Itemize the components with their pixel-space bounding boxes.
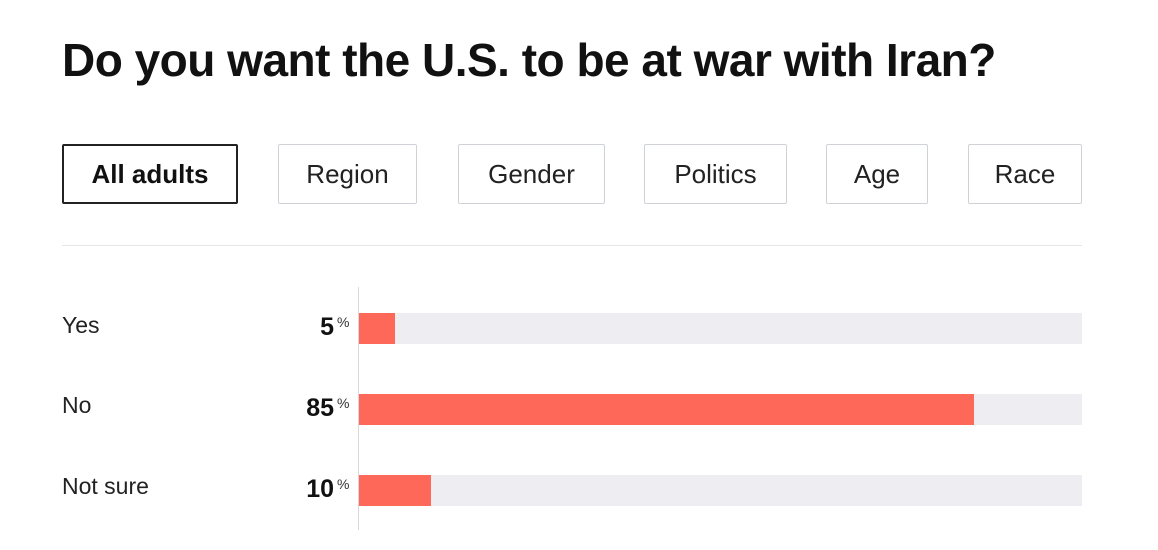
page-title: Do you want the U.S. to be at war with I…: [62, 34, 996, 86]
bar-track-yes: [359, 313, 1082, 344]
tab-gender[interactable]: Gender: [458, 144, 605, 204]
bar-track-no: [359, 394, 1082, 425]
bar-no: [359, 394, 974, 425]
chart-axis-line: [358, 287, 359, 530]
tab-age[interactable]: Age: [826, 144, 928, 204]
bar-label-not-sure: Not sure: [62, 473, 149, 499]
bar-track-not-sure: [359, 475, 1082, 506]
tab-region[interactable]: Region: [278, 144, 417, 204]
bar-label-yes: Yes: [62, 312, 100, 338]
bar-unit-not-sure: %: [337, 476, 350, 492]
bar-value-no: 85: [306, 394, 334, 422]
tab-race[interactable]: Race: [968, 144, 1082, 204]
tab-all-adults[interactable]: All adults: [62, 144, 238, 204]
bar-value-yes: 5: [320, 313, 334, 341]
tab-politics[interactable]: Politics: [644, 144, 787, 204]
bar-not-sure: [359, 475, 431, 506]
bar-value-not-sure: 10: [306, 475, 334, 503]
bar-yes: [359, 313, 395, 344]
bar-unit-no: %: [337, 395, 350, 411]
bar-label-no: No: [62, 392, 92, 418]
bar-unit-yes: %: [337, 314, 350, 330]
tabs-divider: [62, 245, 1082, 246]
